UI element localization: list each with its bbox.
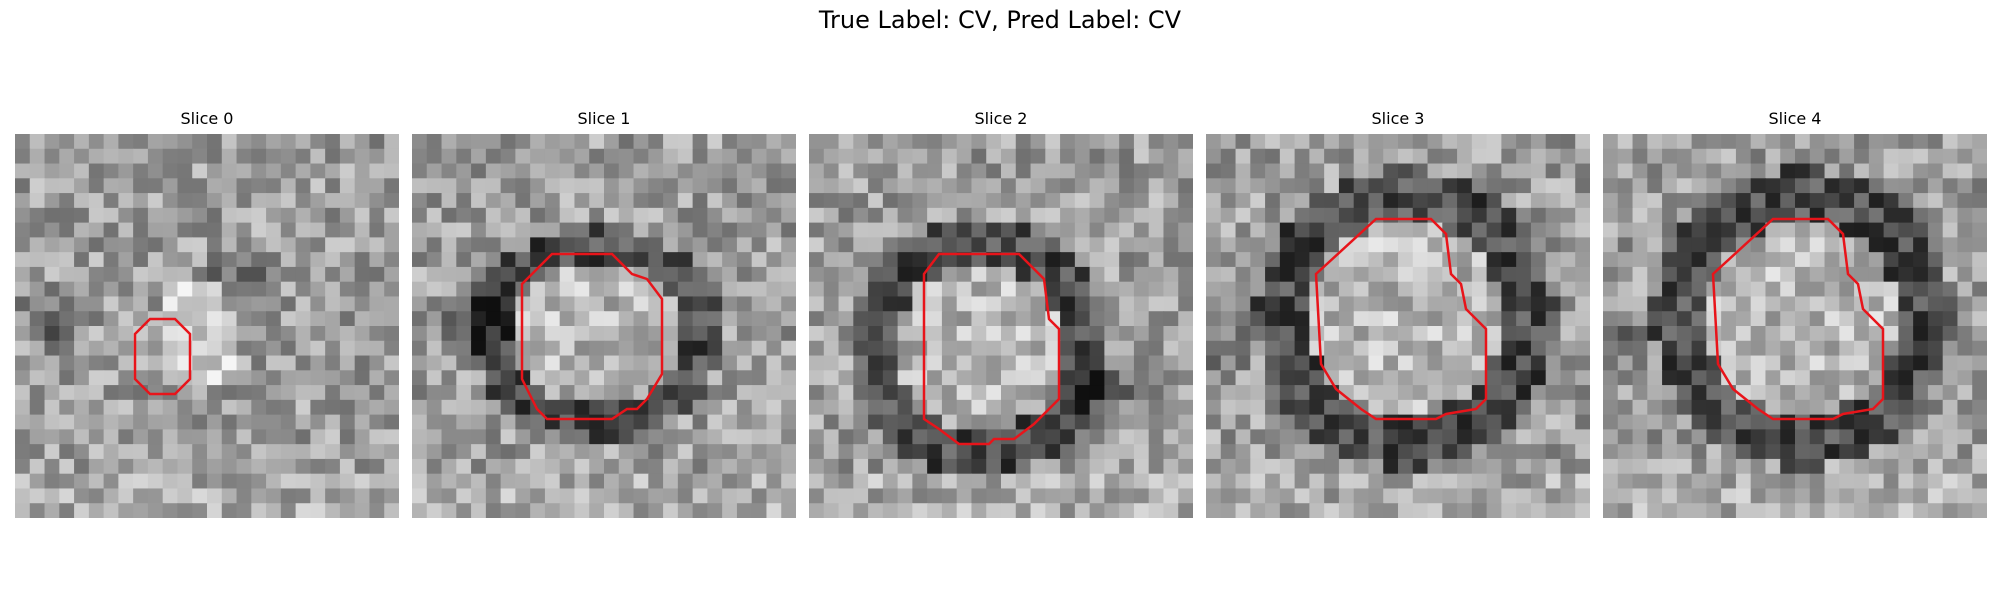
mri-pixels <box>1603 134 1987 518</box>
segmentation-contour <box>1711 217 1885 421</box>
slice-title: Slice 4 <box>1768 109 1822 128</box>
slice-panel-3: Slice 3 <box>1206 108 1590 518</box>
slice-panel-1: Slice 1 <box>412 108 796 518</box>
slice-panel-0: Slice 0 <box>15 108 399 518</box>
slice-image <box>412 134 796 518</box>
mri-pixels <box>15 134 399 518</box>
slice-title: Slice 3 <box>1371 109 1425 128</box>
slice-image <box>15 134 399 518</box>
mri-pixels <box>809 134 1193 518</box>
slice-image <box>1206 134 1590 518</box>
figure-title: True Label: CV, Pred Label: CV <box>818 6 1182 34</box>
segmentation-contour <box>922 252 1061 446</box>
slice-image <box>1603 134 1987 518</box>
slice-panel-2: Slice 2 <box>809 108 1193 518</box>
mri-pixels <box>412 134 796 518</box>
slice-title: Slice 0 <box>180 109 234 128</box>
slice-image <box>809 134 1193 518</box>
segmentation-contour <box>1314 217 1488 421</box>
segmentation-contour <box>133 317 192 396</box>
slice-panel-4: Slice 4 <box>1603 108 1987 518</box>
slice-title: Slice 2 <box>974 109 1028 128</box>
slice-title: Slice 1 <box>577 109 631 128</box>
segmentation-contour <box>520 252 664 421</box>
mri-pixels <box>1206 134 1590 518</box>
